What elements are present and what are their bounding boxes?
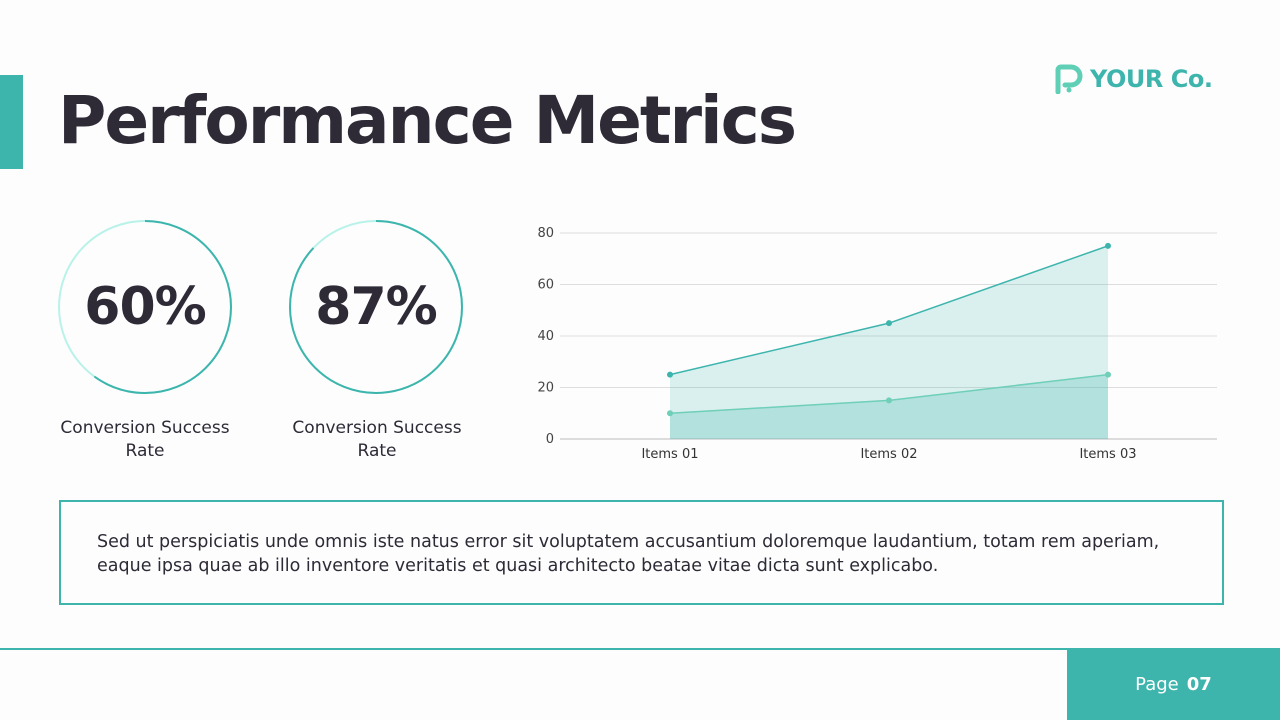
data-point [1105, 242, 1111, 249]
series-area [670, 245, 1108, 439]
metric-value: 60% [84, 277, 206, 337]
y-tick-label: 20 [537, 381, 554, 396]
logo-text: YOUR Co. [1090, 65, 1213, 93]
title-accent-bar [0, 75, 23, 169]
ring-progress [58, 220, 232, 394]
metric-ring-1: 60% [57, 219, 233, 395]
data-point [886, 397, 892, 404]
x-tick-label: Items 03 [1079, 447, 1136, 462]
page-title: Performance Metrics [58, 82, 797, 159]
y-tick-label: 0 [546, 432, 554, 447]
data-point [667, 410, 673, 417]
progress-ring [58, 220, 232, 394]
data-point [886, 320, 892, 327]
description-box: Sed ut perspiciatis unde omnis iste natu… [59, 500, 1224, 605]
company-logo: YOUR Co. [1054, 64, 1213, 94]
x-tick-label: Items 02 [860, 447, 917, 462]
page-number: 07 [1186, 673, 1212, 695]
area-chart: 0 20 40 60 80 Items 01 Items 02 Items 03 [537, 226, 1217, 462]
logo-icon [1055, 64, 1083, 94]
footer-line [0, 648, 1280, 650]
y-tick-label: 40 [537, 329, 554, 344]
y-tick-label: 80 [537, 226, 554, 241]
metric-label: Conversion Success Rate [292, 418, 462, 461]
description-text: Sed ut perspiciatis unde omnis iste natu… [97, 532, 1160, 576]
series-area [670, 374, 1108, 439]
progress-ring [289, 220, 463, 394]
x-tick-label: Items 01 [641, 447, 698, 462]
ring-progress [289, 220, 463, 394]
y-tick-label: 60 [537, 278, 554, 293]
metric-ring-2: 87% [288, 219, 464, 395]
page-label: Page [1135, 673, 1179, 695]
data-point [667, 371, 673, 378]
metric-value: 87% [315, 277, 437, 337]
data-point [1105, 371, 1111, 378]
page-indicator: Page 07 [1067, 648, 1280, 720]
metric-label: Conversion Success Rate [60, 418, 230, 461]
